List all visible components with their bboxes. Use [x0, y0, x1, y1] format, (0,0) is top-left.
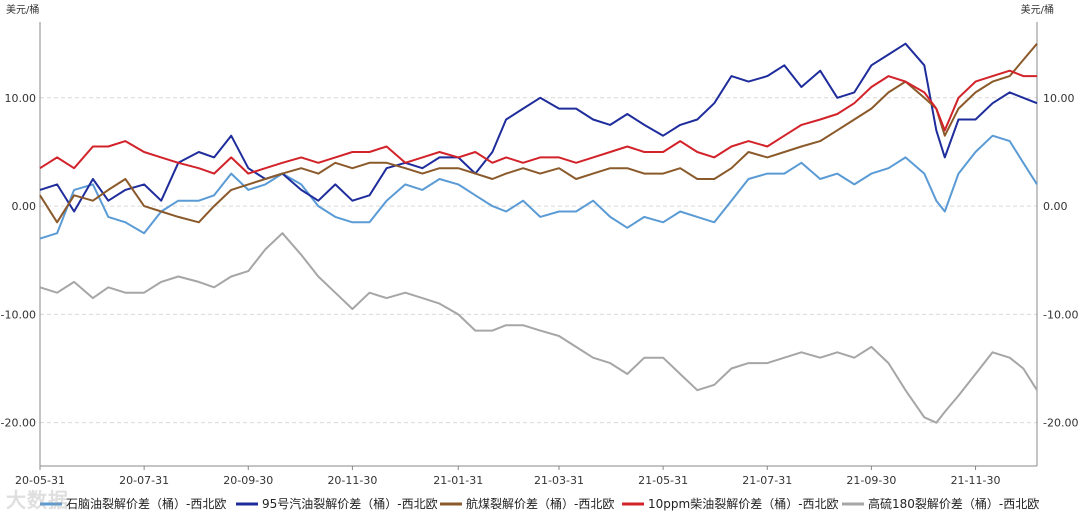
series-line-1 [39, 134, 1038, 240]
legend-label-2: 95号汽油裂解价差（桶）-西北欧 [262, 496, 438, 511]
x-tick-label: 21-11-30 [951, 474, 1001, 487]
x-tick-label: 20-07-31 [119, 474, 169, 487]
y-tick-label-left: -20.00 [1, 417, 36, 430]
series-line-2 [39, 42, 1038, 213]
x-tick-label: 21-03-31 [534, 474, 584, 487]
x-tick-label: 21-01-31 [433, 474, 483, 487]
grid [40, 97, 1037, 424]
y-tick-label-left: -10.00 [1, 308, 36, 321]
legend-label-4: 10ppm柴油裂解价差（桶）-西北欧 [648, 496, 839, 511]
legend: 石脑油裂解价差（桶）-西北欧 95号汽油裂解价差（桶）-西北欧 航煤裂解价差（桶）-… [40, 496, 1039, 511]
series-line-3 [39, 43, 1038, 224]
x-tick-label: 20-11-30 [327, 474, 377, 487]
y-tick-label-right: -10.00 [1043, 308, 1078, 321]
y-tick-label-right: -20.00 [1043, 417, 1078, 430]
x-tick-label: 20-09-30 [223, 474, 273, 487]
series-line-5 [39, 232, 1038, 424]
series-lines [39, 42, 1038, 424]
tick-labels: -20.00 -20.00 -10.00 -10.00 0.00 0.00 10.00 10.… [1, 92, 1079, 487]
legend-label-5: 高硫180裂解价差（桶）-西北欧 [868, 496, 1039, 511]
y-tick-label-left: 0.00 [12, 200, 37, 213]
y-tick-label-left: 10.00 [5, 92, 37, 105]
legend-label-3: 航煤裂解价差（桶）-西北欧 [466, 496, 614, 511]
series-line-4 [39, 69, 1037, 175]
y-unit-right: 美元/桶 [1021, 3, 1054, 16]
axes: 美元/桶 美元/桶 [6, 3, 1054, 470]
x-tick-label: 20-05-31 [15, 474, 65, 487]
y-unit-left: 美元/桶 [6, 3, 39, 16]
x-tick-label: 21-07-31 [742, 474, 792, 487]
legend-label-1: 石脑油裂解价差（桶）-西北欧 [66, 496, 226, 511]
x-tick-label: 21-05-31 [638, 474, 688, 487]
y-tick-label-right: 0.00 [1043, 200, 1068, 213]
x-tick-label: 21-09-30 [846, 474, 896, 487]
y-tick-label-right: 10.00 [1043, 92, 1075, 105]
